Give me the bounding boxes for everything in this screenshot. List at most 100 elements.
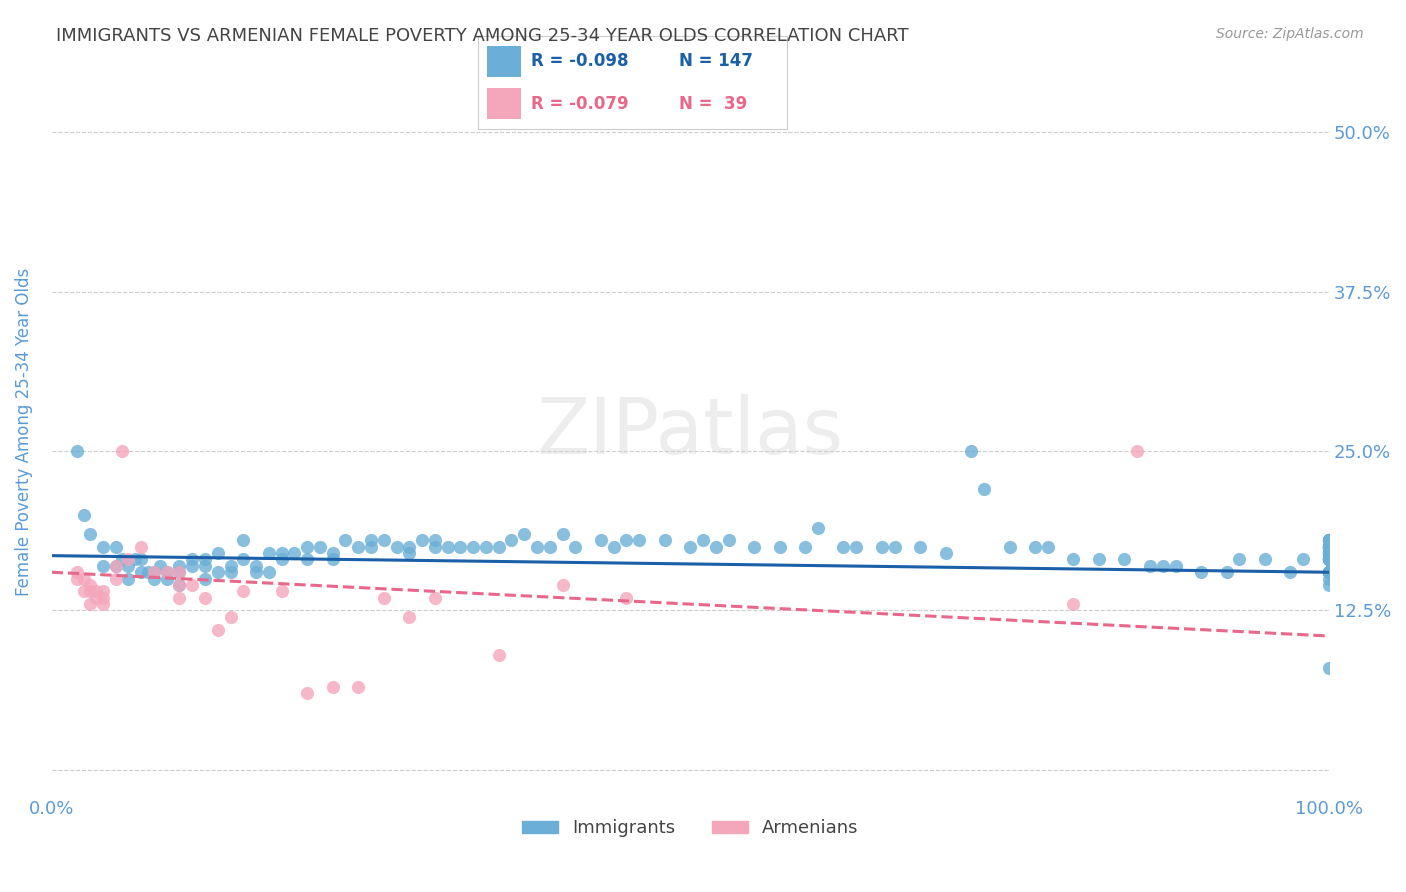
Point: [156, 566, 179, 580]
Point: [1254, 552, 1277, 566]
Point: [1292, 552, 1315, 566]
Point: [111, 444, 134, 458]
Point: [335, 533, 357, 548]
Point: [117, 572, 139, 586]
Point: [1317, 540, 1340, 554]
Point: [322, 680, 344, 694]
Point: [1317, 572, 1340, 586]
Point: [79, 527, 101, 541]
Point: [704, 540, 727, 554]
Point: [1317, 540, 1340, 554]
Point: [245, 566, 267, 580]
Point: [628, 533, 651, 548]
Point: [1317, 552, 1340, 566]
Point: [1317, 540, 1340, 554]
Point: [104, 558, 127, 573]
Point: [124, 552, 146, 566]
Point: [91, 540, 114, 554]
Point: [1317, 552, 1340, 566]
Point: [245, 558, 267, 573]
Point: [142, 572, 165, 586]
Point: [1317, 552, 1340, 566]
Point: [1317, 566, 1340, 580]
Point: [1317, 540, 1340, 554]
Point: [616, 533, 638, 548]
Point: [1317, 533, 1340, 548]
Point: [973, 483, 995, 497]
Point: [322, 546, 344, 560]
Point: [347, 680, 370, 694]
Point: [1279, 566, 1302, 580]
Point: [156, 566, 179, 580]
Point: [717, 533, 740, 548]
Point: [769, 540, 792, 554]
Point: [1317, 552, 1340, 566]
Point: [1317, 578, 1340, 592]
Point: [1317, 533, 1340, 548]
Point: [449, 540, 471, 554]
Point: [207, 546, 229, 560]
Point: [169, 578, 191, 592]
Point: [398, 610, 420, 624]
Point: [692, 533, 714, 548]
Point: [194, 558, 217, 573]
Point: [1317, 552, 1340, 566]
Point: [86, 591, 108, 605]
Point: [398, 546, 420, 560]
Point: [373, 533, 395, 548]
Point: [86, 584, 108, 599]
Point: [232, 584, 254, 599]
Point: [73, 508, 96, 522]
Text: Source: ZipAtlas.com: Source: ZipAtlas.com: [1216, 27, 1364, 41]
Point: [1317, 533, 1340, 548]
Text: IMMIGRANTS VS ARMENIAN FEMALE POVERTY AMONG 25-34 YEAR OLDS CORRELATION CHART: IMMIGRANTS VS ARMENIAN FEMALE POVERTY AM…: [56, 27, 908, 45]
Point: [436, 540, 458, 554]
Point: [104, 558, 127, 573]
Point: [270, 584, 292, 599]
Point: [232, 533, 254, 548]
Point: [1152, 558, 1174, 573]
Point: [832, 540, 855, 554]
Point: [551, 527, 574, 541]
Point: [1317, 566, 1340, 580]
Point: [883, 540, 905, 554]
Point: [149, 558, 172, 573]
Point: [360, 533, 382, 548]
Point: [1317, 566, 1340, 580]
Point: [181, 552, 204, 566]
Text: N = 147: N = 147: [679, 53, 754, 70]
Point: [1164, 558, 1187, 573]
Point: [1317, 552, 1340, 566]
Point: [117, 552, 139, 566]
Point: [538, 540, 561, 554]
Point: [1036, 540, 1059, 554]
Point: [385, 540, 408, 554]
Point: [257, 546, 280, 560]
Point: [501, 533, 523, 548]
Point: [1088, 552, 1111, 566]
Point: [1114, 552, 1136, 566]
Point: [1317, 540, 1340, 554]
Point: [194, 552, 217, 566]
Point: [66, 572, 89, 586]
Point: [1317, 540, 1340, 554]
Point: [117, 558, 139, 573]
Point: [232, 552, 254, 566]
Point: [1317, 566, 1340, 580]
Point: [66, 566, 89, 580]
Point: [169, 591, 191, 605]
Point: [181, 578, 204, 592]
Point: [156, 572, 179, 586]
Point: [1317, 552, 1340, 566]
Point: [551, 578, 574, 592]
Point: [295, 686, 318, 700]
Point: [1317, 546, 1340, 560]
Point: [91, 584, 114, 599]
Point: [283, 546, 305, 560]
Point: [908, 540, 931, 554]
Point: [463, 540, 485, 554]
Point: [91, 597, 114, 611]
Point: [1317, 566, 1340, 580]
Point: [181, 558, 204, 573]
Point: [1062, 597, 1084, 611]
